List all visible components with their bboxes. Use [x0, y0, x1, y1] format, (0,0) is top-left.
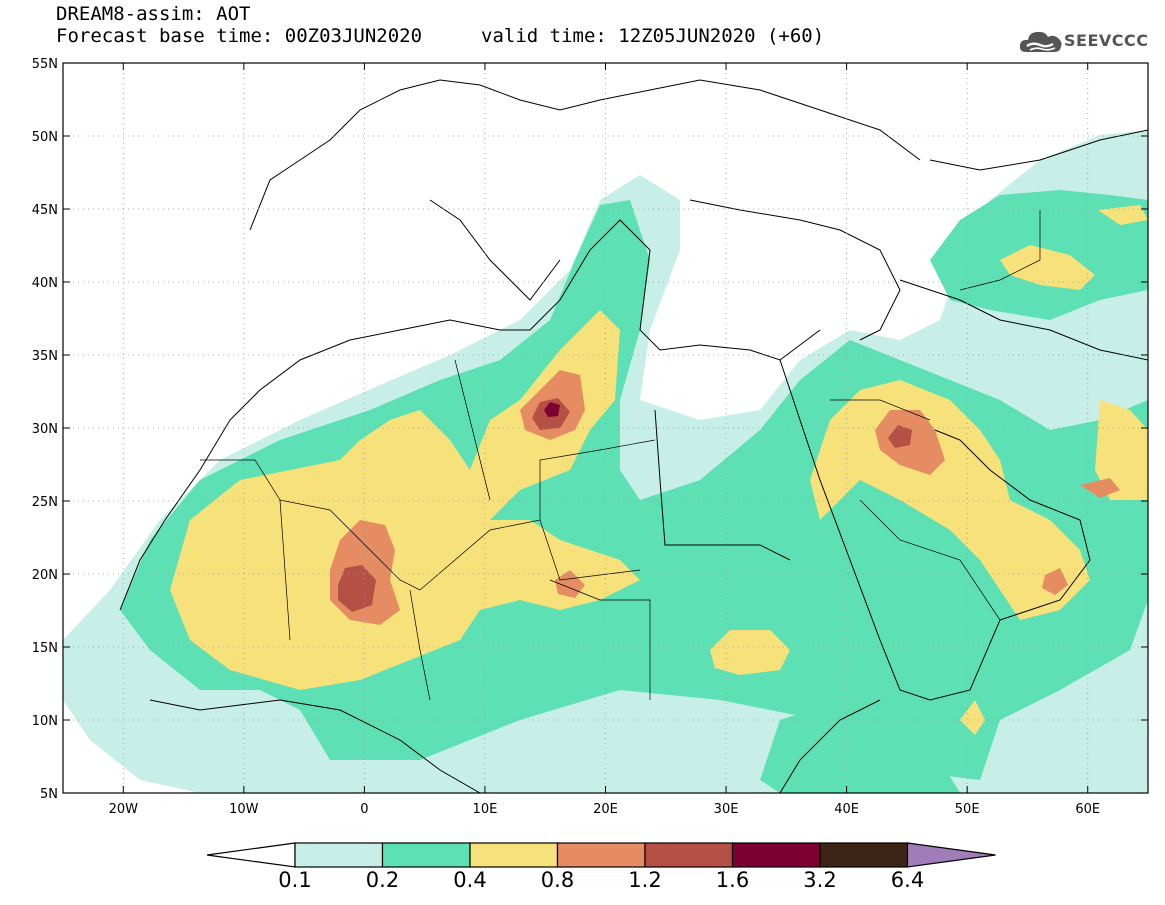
- lat-tick-label: 5N: [40, 787, 58, 802]
- lat-tick-label: 40N: [32, 276, 58, 291]
- cloud-logo-icon: [1019, 31, 1062, 52]
- lon-tick-label: 0: [360, 802, 368, 817]
- colorbar-label: 0.1: [278, 868, 311, 892]
- grid-lines: [63, 63, 1148, 793]
- lon-tick-label: 10E: [473, 802, 498, 817]
- colorbar-box: [731, 842, 821, 868]
- colorbar-label: 1.6: [716, 868, 749, 892]
- colorbar-box: [294, 842, 384, 868]
- map-title: DREAM8-assim: AOT: [56, 3, 251, 25]
- axis-ticks: [63, 62, 1148, 794]
- country-borders: [200, 210, 1041, 701]
- lat-tick-label: 35N: [32, 349, 58, 364]
- lat-tick-label: 10N: [32, 714, 58, 729]
- colorbar-box: [819, 842, 909, 868]
- colorbar-low-triangle: [206, 842, 296, 868]
- lon-tick-label: 40E: [834, 802, 859, 817]
- lon-tick-label: 20E: [593, 802, 618, 817]
- brand-name: SEEVCCC: [1064, 31, 1149, 50]
- forecast-base-time: Forecast base time: 00Z03JUN2020 valid ti…: [56, 25, 824, 47]
- aot-field: [63, 79, 1148, 793]
- lat-tick-label: 15N: [32, 641, 58, 656]
- aot-level-1.6: [544, 402, 560, 417]
- colorbar-labels: 0.1 0.2 0.4 0.8 1.2 1.6 3.2 6.4: [278, 868, 924, 892]
- colorbar-label: 0.2: [366, 868, 399, 892]
- lat-tick-label: 25N: [32, 495, 58, 510]
- colorbar-box: [556, 842, 646, 868]
- colorbar-label: 0.8: [541, 868, 574, 892]
- colorbar-box: [644, 842, 734, 868]
- lat-tick-label: 45N: [32, 203, 58, 218]
- colorbar-high-triangle: [906, 842, 996, 868]
- colorbar-box: [381, 842, 471, 868]
- lon-tick-label: 60E: [1075, 802, 1100, 817]
- lat-tick-label: 20N: [32, 568, 58, 583]
- lon-tick-label: 30E: [714, 802, 739, 817]
- lon-tick-label: 50E: [955, 802, 980, 817]
- lon-tick-label: 10W: [229, 802, 259, 817]
- colorbar-label: 1.2: [628, 868, 661, 892]
- colorbar-label: 6.4: [891, 868, 924, 892]
- lat-tick-label: 55N: [32, 57, 58, 72]
- colorbar: [206, 842, 996, 868]
- longitude-labels: 20W 10W 0 10E 20E 30E 40E 50E 60E: [109, 802, 1101, 817]
- colorbar-box: [469, 842, 559, 868]
- latitude-labels: 55N 50N 45N 40N 35N 30N 25N 20N 15N 10N 5N: [32, 57, 58, 802]
- lat-tick-label: 30N: [32, 422, 58, 437]
- colorbar-label: 3.2: [803, 868, 836, 892]
- aot-level-0.8: [330, 370, 1120, 625]
- base-time-text: Forecast base time: 00Z03JUN2020: [56, 25, 423, 47]
- lon-tick-label: 20W: [109, 802, 139, 817]
- coastlines: [119, 79, 1148, 793]
- aot-level-0.4: [170, 310, 640, 690]
- colorbar-label: 0.4: [453, 868, 486, 892]
- valid-time-text: valid time: 12Z05JUN2020 (+60): [481, 25, 825, 47]
- lat-tick-label: 50N: [32, 130, 58, 145]
